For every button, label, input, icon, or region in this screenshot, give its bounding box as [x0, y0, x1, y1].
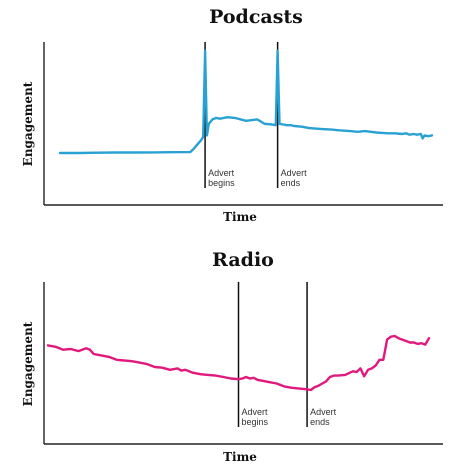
plot-area [58, 49, 434, 155]
advert-annotation: Advert begins [242, 407, 269, 427]
annotation-line: ends [281, 178, 301, 188]
podcasts-chart: Podcasts Engagement Time Advert beginsAdv… [21, 6, 443, 224]
x-axis-label: Time [223, 450, 257, 464]
annotation-line: begins [208, 178, 235, 188]
advert-annotation: Advert ends [310, 407, 337, 427]
y-axis-label: Engagement [21, 81, 35, 166]
plot-area [46, 334, 431, 392]
advert-annotation: Advert begins [208, 168, 235, 188]
annotation-line: Advert [208, 168, 235, 178]
annotation-line: Advert [310, 407, 337, 417]
annotation-line: ends [310, 417, 330, 427]
y-axis-label: Engagement [21, 321, 35, 406]
annotation-line: begins [242, 417, 269, 427]
chart-title: Podcasts [209, 6, 303, 28]
annotation-line: Advert [281, 168, 308, 178]
engagement-line [58, 49, 434, 155]
chart-title: Radio [212, 249, 274, 271]
radio-chart: Radio Engagement Time Advert beginsAdvert… [21, 249, 443, 464]
engagement-line [46, 334, 431, 392]
x-axis-label: Time [223, 210, 257, 224]
advert-annotation: Advert ends [281, 168, 308, 188]
annotation-line: Advert [242, 407, 269, 417]
